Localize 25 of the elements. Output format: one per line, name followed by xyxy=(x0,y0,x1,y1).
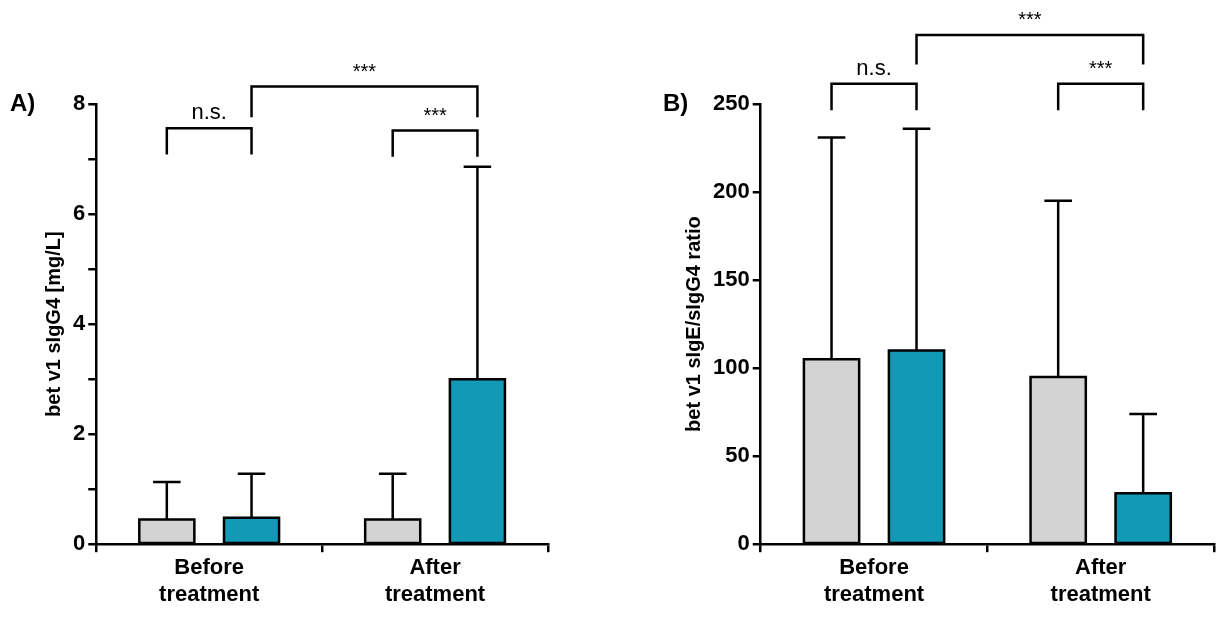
y-axis-title: bet v1 sIgG4 [mg/L] xyxy=(41,231,64,417)
y-tick-label: 0 xyxy=(72,530,86,556)
y-tick-label: 50 xyxy=(725,442,750,468)
text: *** xyxy=(1018,8,1042,31)
text: *** xyxy=(1089,57,1113,80)
y-tick-label: 250 xyxy=(712,90,750,116)
text: B) xyxy=(663,88,689,116)
y-tick-label: 8 xyxy=(72,90,86,116)
x-tick-label: After treatment xyxy=(1050,554,1152,606)
y-tick-label: 2 xyxy=(72,420,86,446)
annotation: *** xyxy=(423,103,447,126)
x-tick-label: Before treatment xyxy=(159,554,260,606)
y-tick-label: 200 xyxy=(712,178,750,204)
annotation: n.s. xyxy=(191,99,227,125)
y-tick-label: 0 xyxy=(737,530,750,556)
y-axis-title: bet v1 sIgE/sIgG4 ratio xyxy=(681,216,704,432)
y-tick-label: 150 xyxy=(712,266,750,292)
text: *** xyxy=(352,59,377,82)
text: A) xyxy=(10,88,36,116)
x-tick-label: Before treatment xyxy=(823,554,925,606)
y-tick-label: 6 xyxy=(72,200,86,226)
y-tick-label: 100 xyxy=(712,354,750,380)
y-tick-label: 4 xyxy=(72,310,86,336)
x-tick-label: After treatment xyxy=(384,554,486,606)
text: n.s. xyxy=(856,54,892,80)
